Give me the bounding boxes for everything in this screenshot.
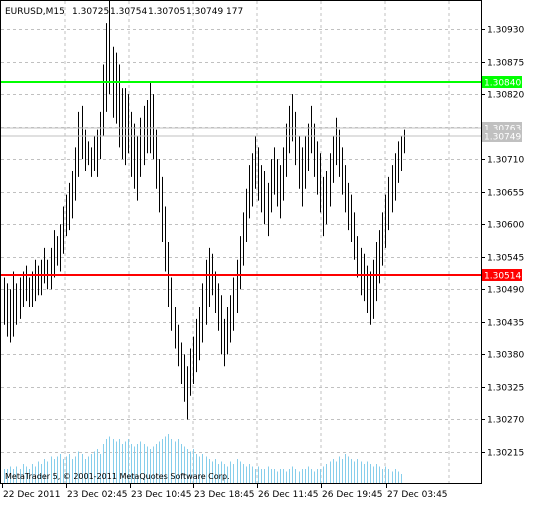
bid-level-price-label: 1.30749 [484,133,521,143]
price-tick-label: 1.30655 [487,189,524,199]
header-volume: 177 [226,7,243,17]
header-symbol: EURUSD,M15 [5,7,65,17]
time-tick-label: 27 Dec 03:45 [387,490,448,500]
price-tick-label: 1.30270 [487,416,524,426]
price-axis: 1.30930 1.30875 1.30820 1.30710 1.30655 1.306… [481,26,524,459]
time-tick-label: 26 Dec 11:45 [258,490,319,500]
header-high: 1.30754 [110,7,147,17]
price-tick-label: 1.30380 [487,351,524,361]
header-open: 1.30725 [72,7,109,17]
price-tick-label: 1.30215 [487,449,524,459]
price-tick-label: 1.30325 [487,384,524,394]
header-low: 1.30705 [148,7,185,17]
time-tick-label: 23 Dec 10:45 [131,490,192,500]
time-tick-label: 22 Dec 2011 [3,490,61,500]
symbol-header: EURUSD,M15 1.30725 1.30754 1.30705 1.307… [5,7,243,17]
red-level-price-tag [482,269,522,281]
bid-level-price-tag [482,130,522,142]
time-tick-label: 23 Dec 18:45 [194,490,255,500]
price-tick-label: 1.30875 [487,59,524,69]
price-tick-label: 1.30600 [487,221,524,231]
time-tick-label: 26 Dec 19:45 [322,490,383,500]
header-close: 1.30749 [186,7,223,17]
volume-histogram [4,434,402,484]
red-level-price-label: 1.30514 [484,272,521,282]
time-tick-label: 23 Dec 02:45 [67,490,128,500]
ohlc-bars [4,0,405,420]
green-level-price-label: 1.30840 [484,79,521,89]
price-tick-label: 1.30545 [487,254,524,264]
price-tick-label: 1.30435 [487,319,524,329]
plot-frame [0,0,482,484]
price-tick-label: 1.30490 [487,286,524,296]
price-tick-label: 1.30820 [487,91,524,101]
price-tick-label: 1.30930 [487,26,524,36]
ask-level-price-label: 1.30763 [484,125,521,135]
price-tick-label: 1.30710 [487,156,524,166]
copyright-watermark: MetaTrader 5, © 2001-2011 MetaQuotes Sof… [5,472,230,481]
time-axis: 22 Dec 2011 23 Dec 02:45 23 Dec 10:45 23 De… [2,484,448,500]
horizontal-levels[interactable] [1,81,481,276]
green-level-price-tag [482,76,522,88]
